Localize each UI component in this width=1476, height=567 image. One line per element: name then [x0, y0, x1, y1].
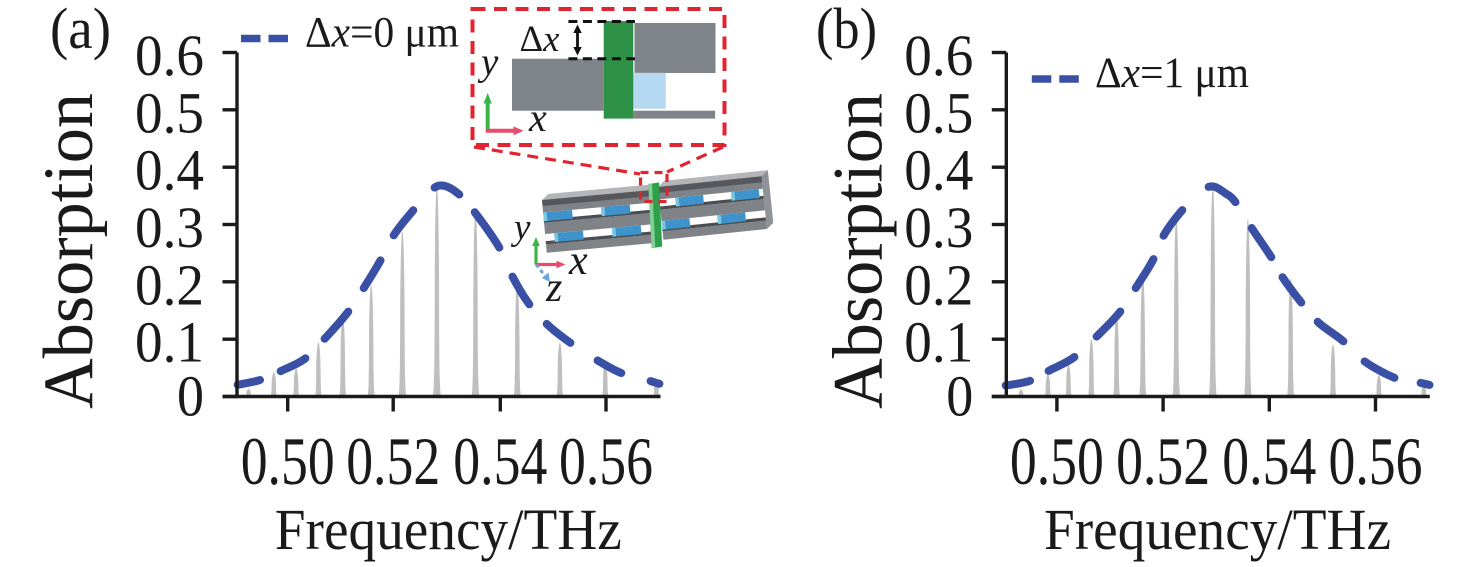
svg-text:y: y [477, 41, 499, 84]
svg-text:0.1: 0.1 [135, 310, 204, 375]
svg-text:Absorption: Absorption [30, 93, 108, 409]
svg-text:z: z [545, 265, 562, 311]
svg-text:0.54: 0.54 [453, 423, 547, 499]
svg-text:0: 0 [946, 364, 973, 429]
svg-text:Δx=1 μm: Δx=1 μm [1095, 50, 1249, 97]
svg-text:Frequency/THz: Frequency/THz [1044, 497, 1391, 562]
svg-text:0.54: 0.54 [1222, 423, 1316, 499]
svg-text:(a): (a) [50, 0, 111, 61]
svg-text:(b): (b) [816, 0, 877, 61]
svg-text:0.4: 0.4 [135, 138, 204, 203]
svg-text:0.4: 0.4 [904, 138, 973, 203]
svg-text:0.6: 0.6 [904, 23, 973, 88]
svg-text:0.5: 0.5 [135, 80, 204, 145]
svg-text:0.50: 0.50 [241, 423, 335, 499]
svg-text:0.2: 0.2 [135, 252, 204, 317]
svg-text:0.3: 0.3 [904, 195, 973, 260]
svg-text:0.50: 0.50 [1010, 423, 1104, 499]
svg-text:0.56: 0.56 [559, 423, 653, 499]
svg-text:0.52: 0.52 [346, 423, 440, 499]
svg-text:x: x [568, 238, 588, 284]
svg-text:0.6: 0.6 [135, 23, 204, 88]
svg-text:0.5: 0.5 [904, 80, 973, 145]
svg-text:Absorption: Absorption [820, 93, 898, 409]
svg-text:Δx=0 μm: Δx=0 μm [305, 10, 459, 57]
svg-text:0.2: 0.2 [904, 252, 973, 317]
svg-text:Δx: Δx [520, 19, 561, 60]
svg-text:Frequency/THz: Frequency/THz [275, 497, 622, 562]
svg-text:y: y [510, 207, 531, 248]
svg-text:0.3: 0.3 [135, 195, 204, 260]
svg-text:0.52: 0.52 [1116, 423, 1210, 499]
svg-text:x: x [528, 95, 547, 140]
svg-text:0.56: 0.56 [1329, 423, 1423, 499]
svg-text:0.1: 0.1 [904, 310, 973, 375]
svg-text:0: 0 [177, 364, 204, 429]
